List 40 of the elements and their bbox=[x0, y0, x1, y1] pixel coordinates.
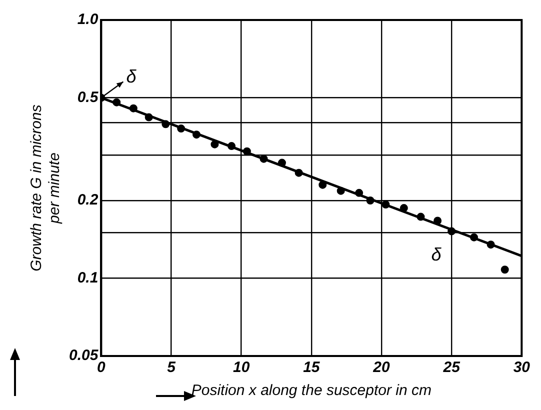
point bbox=[355, 188, 364, 197]
point bbox=[294, 168, 303, 177]
x-tick-label: 15 bbox=[303, 359, 320, 376]
point bbox=[448, 227, 456, 236]
point bbox=[366, 196, 374, 205]
point bbox=[486, 240, 495, 249]
x-tick-label: 0 bbox=[97, 359, 106, 376]
point bbox=[318, 180, 327, 189]
y-tick-label: 0.5 bbox=[77, 88, 99, 106]
y-tick-label: 0.05 bbox=[68, 347, 99, 364]
x-tick-label: 20 bbox=[372, 359, 390, 376]
x-tick-label: 30 bbox=[513, 359, 531, 376]
y-tick-label: 0.1 bbox=[77, 269, 98, 286]
point bbox=[470, 233, 478, 242]
point bbox=[242, 147, 251, 156]
point bbox=[129, 104, 138, 112]
y-tick-label: 1.0 bbox=[77, 11, 99, 28]
x-tick-label: 10 bbox=[233, 359, 250, 376]
x-tick-label: 25 bbox=[442, 359, 461, 376]
point bbox=[500, 266, 509, 274]
point bbox=[177, 124, 186, 133]
point bbox=[382, 200, 390, 209]
annotation: δ bbox=[431, 244, 442, 264]
point bbox=[400, 204, 408, 212]
point bbox=[336, 186, 345, 195]
x-axis-title: Position x along the susceptor in cm bbox=[191, 382, 432, 400]
annotation: δ bbox=[126, 66, 138, 87]
point bbox=[228, 142, 236, 150]
point bbox=[416, 212, 425, 221]
point bbox=[144, 113, 153, 122]
point bbox=[162, 120, 170, 128]
point bbox=[210, 140, 219, 148]
y-tick-label: 0.2 bbox=[77, 192, 99, 209]
point bbox=[434, 216, 442, 225]
x-tick-label: 5 bbox=[167, 359, 176, 376]
point bbox=[112, 98, 121, 106]
point bbox=[278, 158, 286, 167]
y-axis-title: Growth rate G in microns per minute bbox=[28, 104, 64, 272]
point bbox=[192, 130, 200, 139]
point bbox=[260, 154, 268, 163]
